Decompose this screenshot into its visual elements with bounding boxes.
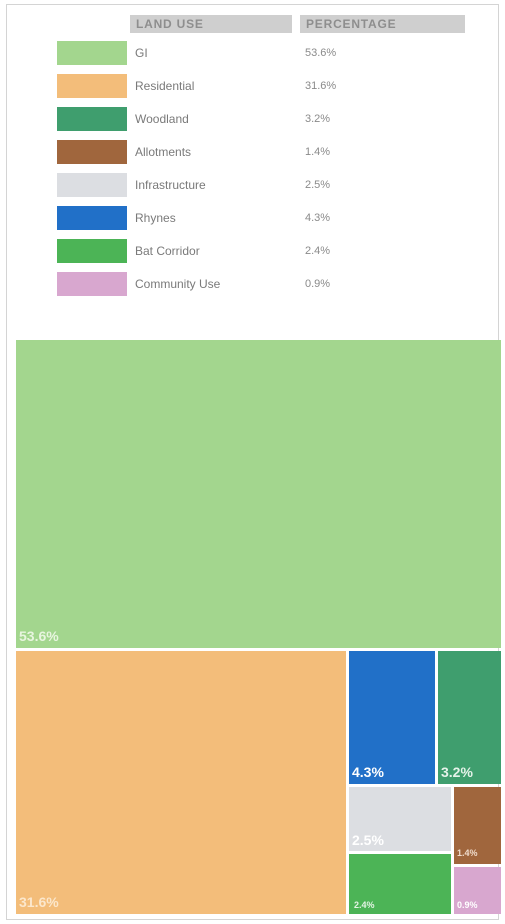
treemap-label-bat-corridor: 2.4% (354, 900, 375, 910)
legend-swatch-community-use (57, 272, 127, 296)
legend-value-rhynes: 4.3% (305, 212, 331, 224)
legend-swatch-woodland (57, 107, 127, 131)
legend-row-allotments: Allotments 1.4% (0, 138, 505, 166)
legend-swatch-rhynes (57, 206, 127, 230)
legend-label-infrastructure: Infrastructure (135, 178, 206, 192)
treemap-label-woodland: 3.2% (441, 764, 473, 780)
legend-label-woodland: Woodland (135, 112, 189, 126)
legend-row-residential: Residential 31.6% (0, 72, 505, 100)
legend-row-bat-corridor: Bat Corridor 2.4% (0, 237, 505, 265)
legend-value-community-use: 0.9% (305, 278, 331, 290)
treemap-label-residential: 31.6% (19, 894, 59, 910)
treemap-tile-bat-corridor (349, 854, 451, 914)
treemap-label-rhynes: 4.3% (352, 764, 384, 780)
legend-row-gi: GI 53.6% (0, 39, 505, 67)
percentage-header: PERCENTAGE (300, 15, 465, 33)
legend-row-community-use: Community Use 0.9% (0, 270, 505, 298)
treemap-tile-woodland (438, 651, 501, 784)
legend-value-residential: 31.6% (305, 80, 337, 92)
legend-value-gi: 53.6% (305, 47, 337, 59)
legend-value-infrastructure: 2.5% (305, 179, 331, 191)
treemap-label-infrastructure: 2.5% (352, 832, 384, 848)
treemap-tile-gi (16, 340, 501, 648)
legend-value-woodland: 3.2% (305, 113, 331, 125)
treemap-tile-infrastructure (349, 787, 451, 851)
treemap-label-community-use: 0.9% (457, 900, 478, 910)
legend-label-community-use: Community Use (135, 277, 221, 291)
legend-label-residential: Residential (135, 79, 195, 93)
legend-row-infrastructure: Infrastructure 2.5% (0, 171, 505, 199)
legend-row-rhynes: Rhynes 4.3% (0, 204, 505, 232)
legend-swatch-gi (57, 41, 127, 65)
legend-value-bat-corridor: 2.4% (305, 245, 331, 257)
legend-label-rhynes: Rhynes (135, 211, 176, 225)
legend-swatch-allotments (57, 140, 127, 164)
legend-label-allotments: Allotments (135, 145, 192, 159)
treemap-tile-rhynes (349, 651, 435, 784)
treemap-label-gi: 53.6% (19, 628, 59, 644)
legend-label-gi: GI (135, 46, 148, 60)
legend-value-allotments: 1.4% (305, 146, 331, 158)
land-use-header: LAND USE (130, 15, 292, 33)
legend-swatch-bat-corridor (57, 239, 127, 263)
treemap-tile-allotments (454, 787, 501, 864)
legend-swatch-residential (57, 74, 127, 98)
treemap-label-allotments: 1.4% (457, 848, 478, 858)
legend-row-woodland: Woodland 3.2% (0, 105, 505, 133)
treemap-tile-community-use (454, 867, 501, 914)
treemap-tile-residential (16, 651, 346, 914)
legend-label-bat-corridor: Bat Corridor (135, 244, 200, 258)
legend-swatch-infrastructure (57, 173, 127, 197)
